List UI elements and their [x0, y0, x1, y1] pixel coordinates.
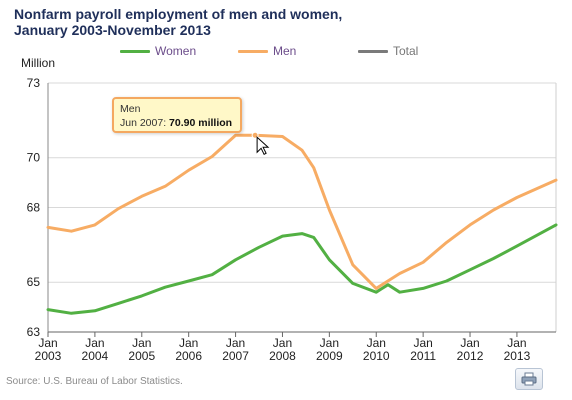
- legend-label-women: Women: [155, 44, 197, 58]
- x-tick-month-label: Jan: [179, 336, 198, 350]
- x-tick-year-label: 2013: [504, 349, 531, 363]
- chart-title-line-2: January 2003-November 2013: [14, 22, 211, 38]
- x-tick-year-label: 2007: [222, 349, 249, 363]
- tooltip-series: Men: [120, 103, 141, 115]
- tooltip-date: Jun 2007:: [120, 117, 167, 129]
- y-tick-label: 73: [27, 76, 41, 90]
- x-tick-month-label: Jan: [85, 336, 104, 350]
- chart-title: Nonfarm payroll employment of men and wo…: [14, 6, 342, 38]
- legend-item-men[interactable]: Men: [238, 42, 296, 60]
- x-tick-month-label: Jan: [507, 336, 526, 350]
- series-line-women: [46, 223, 558, 315]
- x-tick-month-label: Jan: [38, 336, 57, 350]
- x-tick-month-label: Jan: [367, 336, 386, 350]
- data-tooltip: Men Jun 2007: 70.90 million: [112, 97, 242, 133]
- source-note: Source: U.S. Bureau of Labor Statistics.: [6, 376, 183, 387]
- legend-item-women[interactable]: Women: [120, 42, 196, 60]
- y-tick-label: 63: [27, 325, 41, 339]
- x-tick-month-label: Jan: [226, 336, 245, 350]
- x-tick-year-label: 2012: [457, 349, 484, 363]
- chart-legend: Women Men Total: [0, 42, 572, 60]
- y-axis-label: Million: [21, 56, 56, 70]
- chart-title-line-1: Nonfarm payroll employment of men and wo…: [14, 6, 343, 22]
- print-button[interactable]: [515, 368, 543, 390]
- tooltip-value: 70.90 million: [169, 117, 233, 129]
- legend-label-men: Men: [273, 44, 297, 58]
- tooltip-line: Jun 2007: 70.90 million: [120, 116, 234, 130]
- legend-label-total: Total: [393, 44, 419, 58]
- legend-item-total[interactable]: Total: [358, 42, 418, 60]
- x-tick-month-label: Jan: [460, 336, 479, 350]
- legend-swatch-total: [358, 49, 388, 53]
- print-icon: [521, 372, 537, 386]
- x-tick-year-label: 2005: [128, 349, 155, 363]
- x-tick-month-label: Jan: [132, 336, 151, 350]
- x-tick-year-label: 2010: [363, 349, 390, 363]
- x-tick-month-label: Jan: [273, 336, 292, 350]
- x-tick-year-label: 2011: [410, 349, 436, 363]
- y-tick-label: 68: [27, 201, 41, 215]
- y-tick-label: 65: [27, 275, 41, 289]
- x-tick-year-label: 2004: [82, 349, 109, 363]
- legend-swatch-men: [238, 49, 268, 53]
- x-tick-year-label: 2006: [175, 349, 202, 363]
- x-tick-year-label: 2009: [316, 349, 343, 363]
- legend-swatch-women: [120, 49, 150, 53]
- x-tick-month-label: Jan: [413, 336, 432, 350]
- y-tick-label: 70: [27, 151, 41, 165]
- mouse-cursor-icon: [256, 136, 270, 155]
- x-tick-year-label: 2003: [35, 349, 62, 363]
- series-line-men: [46, 133, 558, 290]
- x-tick-month-label: Jan: [320, 336, 339, 350]
- x-tick-year-label: 2008: [269, 349, 296, 363]
